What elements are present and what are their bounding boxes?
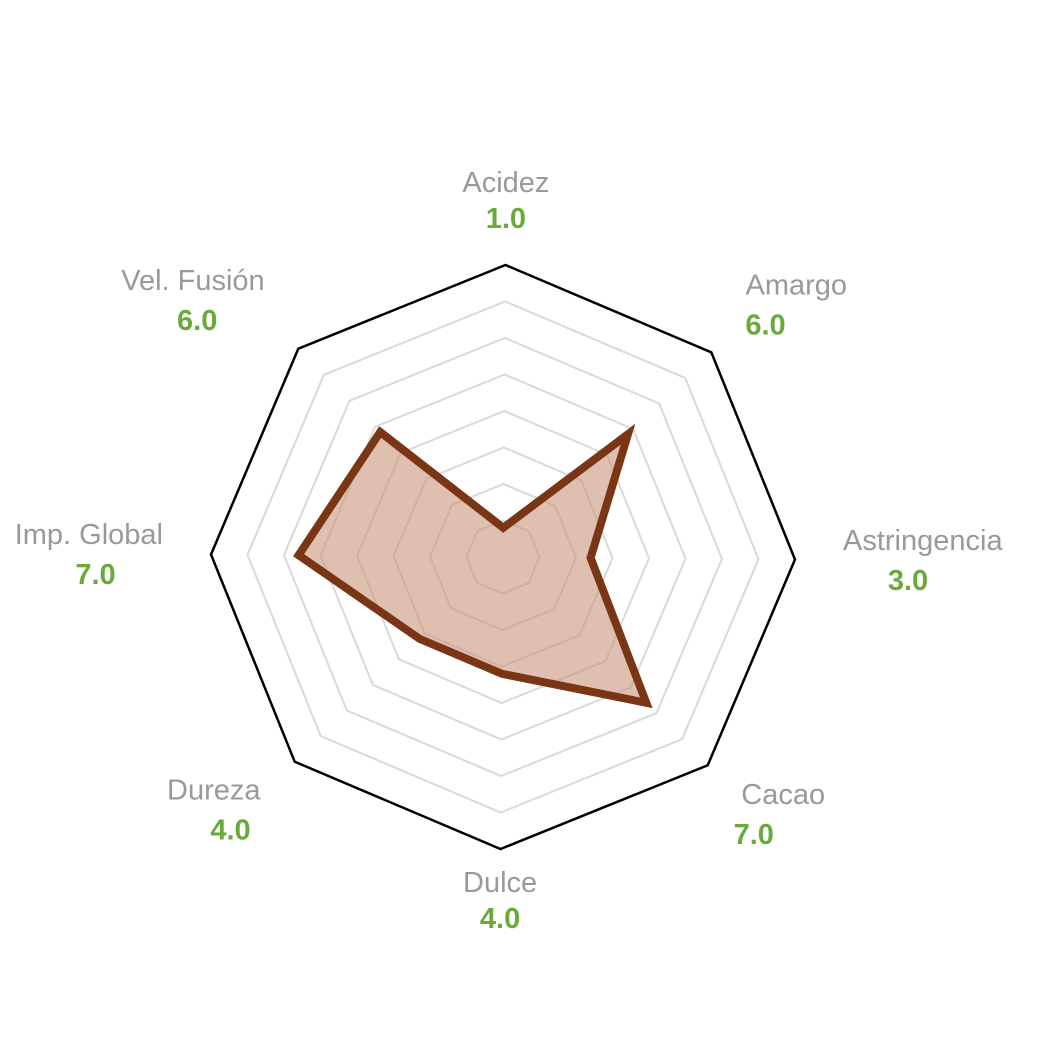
axis-value-label: 1.0: [486, 203, 526, 235]
axis-label: Acidez: [462, 167, 549, 199]
axis-label-group: Amargo 6.0: [745, 270, 847, 342]
axis-label-group: Acidez 1.0: [462, 167, 549, 235]
axis-value-label: 4.0: [210, 814, 250, 846]
axis-value-label: 7.0: [75, 559, 115, 591]
axis-label-group: Astringencia 3.0: [843, 525, 1003, 597]
axis-label-group: Vel. Fusión 6.0: [121, 265, 264, 337]
axis-label: Cacao: [741, 779, 825, 811]
grid-ring: [282, 336, 724, 778]
axis-value-label: 4.0: [480, 903, 520, 935]
axis-label: Imp. Global: [15, 519, 163, 551]
axis-value-label: 7.0: [734, 819, 774, 851]
axis-label-group: Cacao 7.0: [734, 779, 825, 851]
axis-value-label: 6.0: [177, 305, 217, 337]
axis-label-group: Imp. Global 7.0: [15, 519, 163, 591]
axis-label-group: Dureza 4.0: [167, 774, 261, 846]
axis-label: Astringencia: [843, 525, 1003, 557]
axis-label: Amargo: [746, 270, 848, 302]
grid-ring: [246, 300, 760, 814]
axis-value-label: 6.0: [745, 310, 785, 342]
series-area: [293, 423, 653, 709]
axis-value-label: 3.0: [888, 565, 928, 597]
axis-label: Dulce: [463, 867, 537, 899]
outer-octagon: [209, 263, 797, 851]
axis-label-group: Dulce 4.0: [463, 867, 537, 935]
axis-label: Dureza: [167, 774, 261, 806]
axis-labels: Acidez 1.0 Amargo 6.0 Astringencia 3.0 Cacao 7.…: [15, 167, 1004, 935]
axis-label: Vel. Fusión: [121, 265, 264, 297]
